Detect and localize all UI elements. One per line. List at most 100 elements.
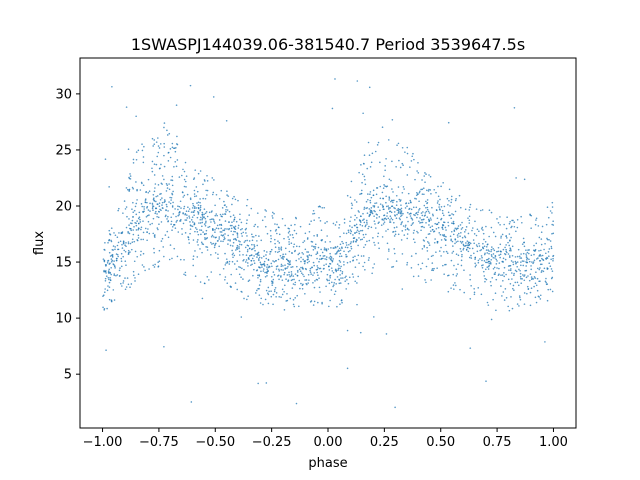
data-point	[105, 275, 108, 277]
data-point	[436, 223, 439, 225]
data-point	[375, 217, 378, 219]
data-point	[217, 227, 220, 230]
data-point	[218, 245, 220, 248]
data-point	[282, 269, 284, 271]
data-point	[154, 236, 156, 238]
data-point	[199, 218, 202, 221]
data-point	[197, 172, 200, 175]
x-tick-label: −1.00	[83, 435, 123, 450]
data-point	[528, 279, 531, 282]
data-point	[364, 244, 367, 246]
data-point	[243, 297, 245, 300]
data-point	[222, 240, 224, 243]
data-point	[175, 215, 177, 218]
data-point	[220, 189, 223, 192]
data-point	[459, 224, 462, 226]
data-point	[280, 263, 283, 266]
data-point	[470, 254, 472, 257]
data-point	[253, 262, 256, 265]
data-point	[363, 206, 366, 209]
data-point	[131, 219, 134, 222]
data-point	[257, 287, 259, 290]
data-point	[409, 212, 412, 215]
data-point	[141, 264, 144, 266]
data-point	[294, 223, 296, 226]
data-point	[205, 189, 207, 192]
data-point	[214, 244, 216, 247]
data-point	[294, 273, 297, 275]
data-point	[363, 236, 365, 239]
data-point	[284, 264, 286, 266]
data-point	[192, 204, 195, 207]
data-point	[517, 248, 520, 251]
data-point	[170, 216, 173, 219]
data-point	[494, 235, 497, 238]
data-point	[127, 249, 130, 252]
data-point	[447, 224, 450, 227]
data-point	[113, 273, 116, 275]
data-point	[550, 245, 553, 248]
data-point	[174, 208, 176, 210]
data-point	[159, 193, 161, 195]
data-point	[333, 282, 336, 284]
data-point	[299, 270, 302, 273]
data-point	[143, 206, 145, 208]
data-point	[105, 272, 107, 274]
data-point	[234, 249, 237, 251]
data-point	[124, 250, 127, 253]
data-point	[468, 247, 471, 250]
data-point	[290, 266, 292, 269]
data-point	[311, 245, 313, 247]
data-point	[117, 248, 119, 251]
data-point	[254, 223, 257, 226]
data-point	[120, 265, 123, 268]
data-point	[454, 199, 457, 202]
data-point	[541, 225, 544, 228]
data-point	[241, 291, 243, 293]
data-point	[483, 275, 486, 277]
data-point	[341, 240, 343, 243]
data-point	[102, 295, 104, 297]
data-point	[523, 178, 526, 181]
data-point	[154, 187, 156, 189]
data-point	[387, 205, 390, 207]
data-point	[508, 256, 511, 258]
data-point	[211, 243, 213, 245]
data-point	[446, 197, 449, 200]
data-point	[499, 250, 502, 253]
data-point	[259, 278, 262, 281]
data-point	[428, 212, 431, 214]
data-point	[490, 250, 492, 253]
data-point	[220, 231, 223, 233]
data-point	[302, 258, 304, 261]
data-point	[324, 258, 326, 260]
data-point	[185, 219, 188, 221]
data-point	[270, 262, 273, 265]
data-point	[246, 249, 249, 251]
data-point	[104, 264, 107, 266]
data-point	[286, 293, 288, 295]
data-point	[142, 161, 145, 164]
data-point	[550, 247, 553, 250]
data-point	[139, 221, 142, 223]
data-point	[540, 255, 542, 257]
data-point	[343, 264, 345, 266]
data-point	[280, 246, 283, 249]
data-point	[162, 246, 165, 248]
data-point	[373, 220, 376, 222]
data-point	[460, 259, 463, 262]
data-point	[224, 213, 226, 215]
data-point	[267, 293, 270, 296]
data-point	[520, 282, 523, 285]
data-point	[374, 202, 376, 205]
data-point	[253, 247, 255, 249]
data-point	[442, 214, 445, 217]
data-point	[482, 242, 484, 245]
data-point	[452, 245, 454, 247]
data-point	[265, 289, 268, 292]
data-point	[278, 278, 280, 281]
data-point	[179, 258, 182, 261]
data-point	[124, 208, 127, 210]
data-point	[171, 184, 174, 187]
data-point	[142, 156, 145, 158]
